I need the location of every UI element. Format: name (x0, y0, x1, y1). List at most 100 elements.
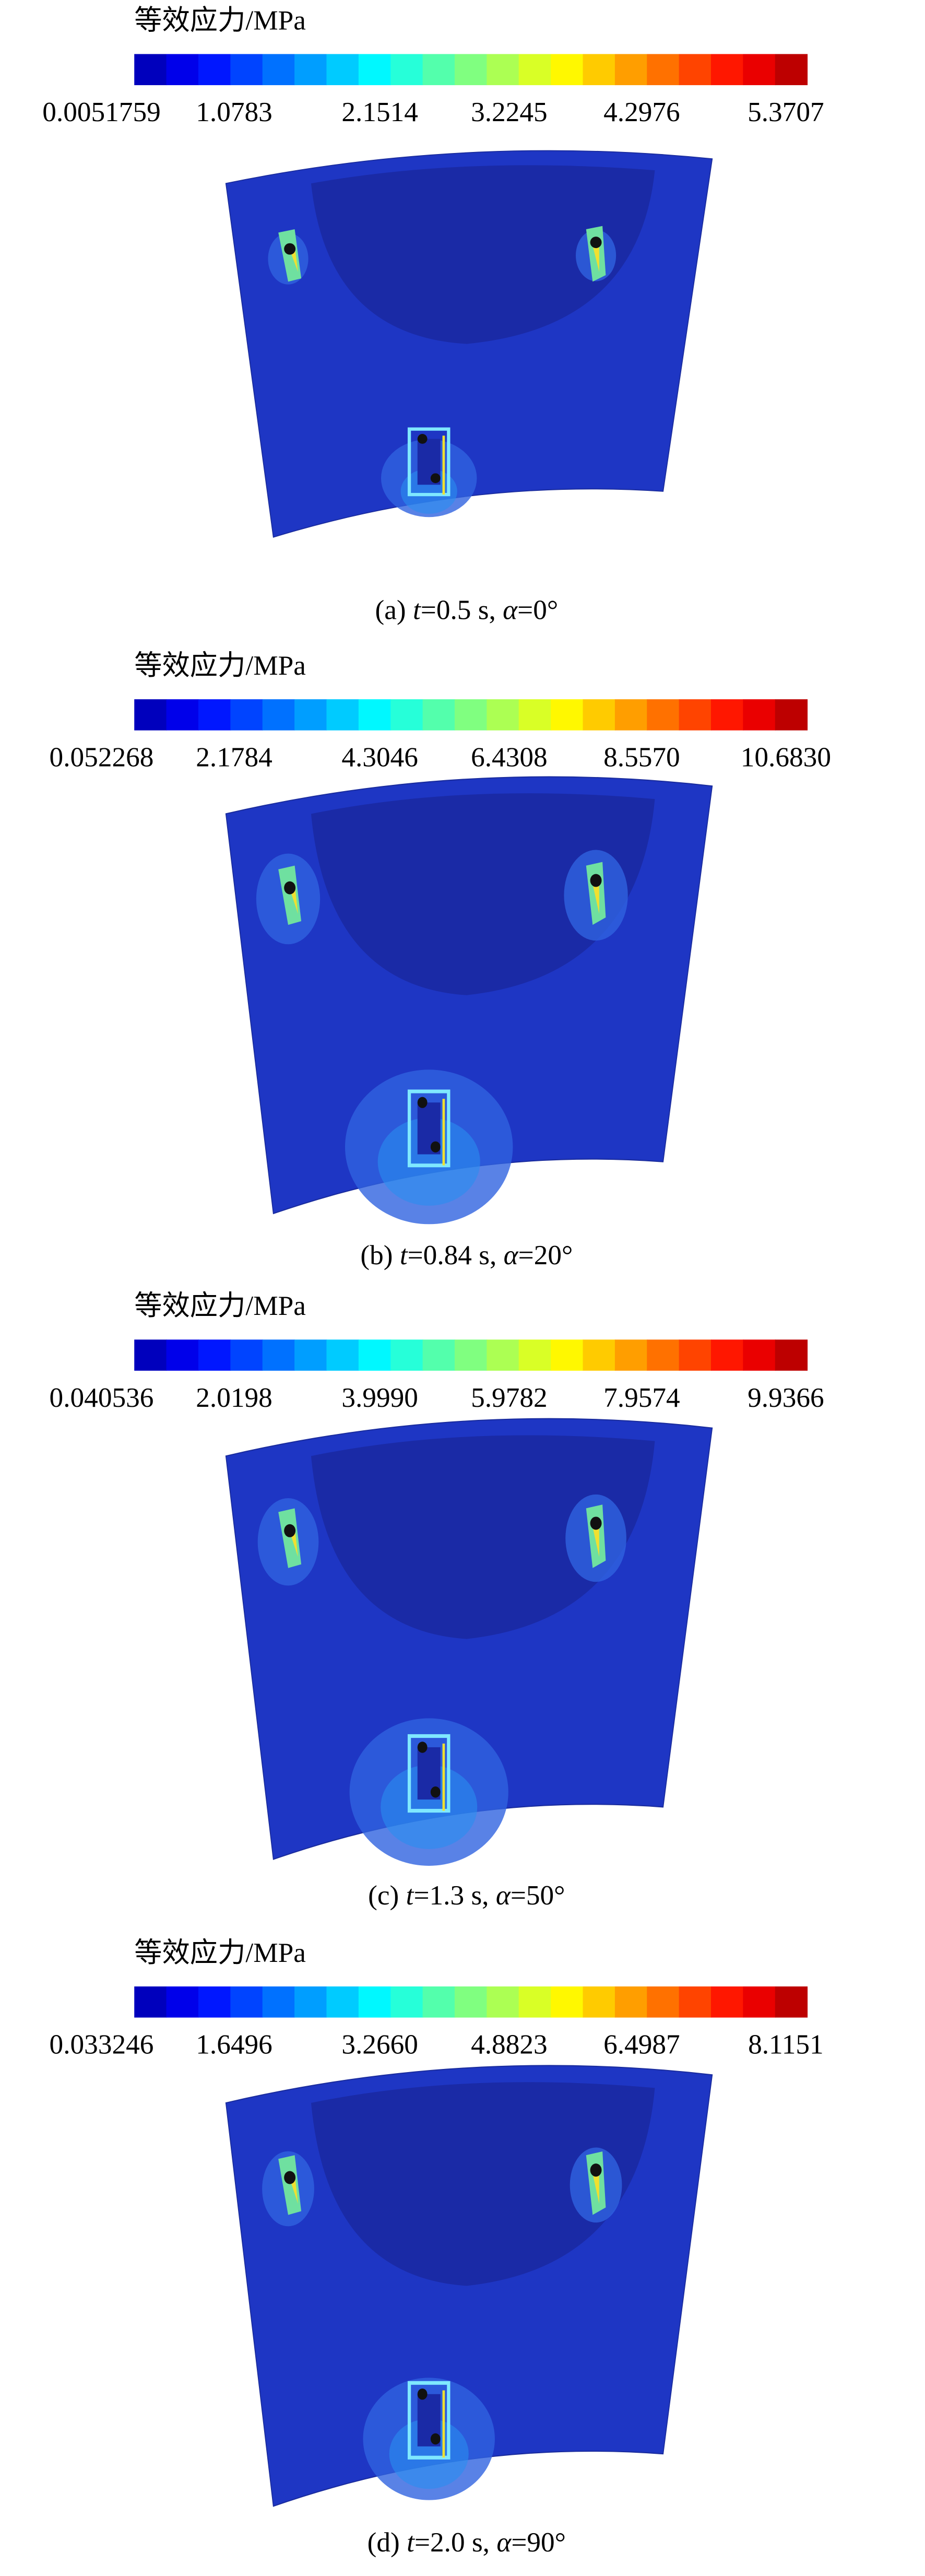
hot-spot (278, 229, 302, 282)
colorbar-tick-label: 7.9574 (603, 1382, 680, 1413)
colorbar-block (166, 54, 199, 86)
hot-spot (592, 884, 599, 914)
colorbar-block (551, 1339, 584, 1371)
hole (590, 2163, 602, 2177)
colorbar-block (614, 54, 648, 86)
caption-part: α (504, 1239, 519, 1271)
hole (430, 473, 441, 484)
legend-title: 等效应力/MPa (134, 650, 306, 681)
caption-part: =50° (511, 1879, 565, 1911)
colorbar-tick-label: 0.033246 (50, 2029, 154, 2060)
hole (590, 237, 602, 249)
caption: (a) t=0.5 s, α=0° (375, 594, 558, 625)
colorbar-block (551, 54, 584, 86)
colorbar-block (743, 1986, 776, 2018)
colorbar-tick-label: 4.3046 (341, 742, 418, 773)
stress-halo (381, 1765, 478, 1849)
hole (284, 881, 296, 895)
caption-part: =0.5 s, (421, 594, 503, 625)
caption-part: =2.0 s, (414, 2526, 496, 2558)
colorbar-tick-label: 6.4987 (603, 2029, 680, 2060)
hot-spot (288, 1527, 298, 1557)
contour-plot (225, 150, 713, 538)
legend-title: 等效应力/MPa (134, 1937, 306, 1968)
colorbar-block (230, 54, 263, 86)
colorbar-block (614, 1339, 648, 1371)
hot-spot (407, 427, 450, 497)
hot-spot (407, 2381, 450, 2460)
colorbar-block (198, 1339, 231, 1371)
colorbar-block (614, 699, 648, 731)
colorbar-block (487, 699, 519, 731)
colorbar-block (134, 54, 167, 86)
colorbar-block (230, 699, 263, 731)
colorbar-tick-label: 2.1514 (341, 96, 418, 127)
colorbar-block (134, 1339, 167, 1371)
hot-spot (407, 1734, 450, 1813)
colorbar-block (454, 54, 488, 86)
hot-spot (278, 1508, 302, 1568)
caption-part: (a) (375, 594, 412, 625)
colorbar-block (198, 1986, 231, 2018)
hole (417, 434, 428, 444)
hole (284, 1524, 296, 1537)
colorbar-block (487, 54, 519, 86)
legend-title: 等效应力/MPa (134, 4, 306, 36)
colorbar-block (166, 1986, 199, 2018)
colorbar-block (711, 699, 744, 731)
colorbar-block (294, 1339, 327, 1371)
contour-plot (225, 2065, 713, 2507)
colorbar-tick-label: 1.6496 (196, 2029, 272, 2060)
colorbar-block (583, 1339, 615, 1371)
panel: 等效应力/MPa 0.033246 1.6496 3.2660 4.8823 6.4987… (50, 1937, 824, 2558)
colorbar-tick-label: 3.9990 (341, 1382, 418, 1413)
colorbar-block (487, 1339, 519, 1371)
colorbar-block (583, 699, 615, 731)
colorbar-block (679, 1339, 711, 1371)
colorbar-block (614, 1986, 648, 2018)
colorbar-block (518, 699, 552, 731)
colorbar-tick-label: 6.4308 (471, 742, 548, 773)
colorbar-block (390, 699, 423, 731)
caption-part: =20° (518, 1239, 573, 1271)
caption-part: t (407, 2526, 415, 2558)
hot-spot (278, 865, 302, 925)
caption-part: (d) (367, 2526, 407, 2558)
colorbar-block (775, 1986, 808, 2018)
contour-plot (225, 776, 713, 1225)
colorbar-block (679, 54, 711, 86)
colorbar-block (422, 1339, 455, 1371)
panel: 等效应力/MPa 0.0051759 1.0783 2.1514 3.2245 4.297… (42, 4, 824, 625)
panel: 等效应力/MPa 0.052268 2.1784 4.3046 6.4308 8.5570… (50, 650, 831, 1271)
colorbar-tick-label: 5.9782 (471, 1382, 548, 1413)
colorbar-block (743, 699, 776, 731)
colorbar-block (358, 54, 392, 86)
hot-spot (407, 1089, 450, 1168)
caption: (b) t=0.84 s, α=20° (360, 1239, 573, 1271)
caption-part: t (413, 594, 421, 625)
colorbar-block (294, 699, 327, 731)
colorbar-tick-label: 4.2976 (603, 96, 680, 127)
colorbar-block (326, 1339, 359, 1371)
caption: (c) t=1.3 s, α=50° (368, 1879, 565, 1911)
caption-part: α (496, 2526, 512, 2558)
colorbar-tick-label: 1.0783 (196, 96, 272, 127)
hole (417, 1097, 428, 1108)
colorbar-tick-label: 0.0051759 (42, 96, 161, 127)
colorbar-tick-label: 3.2660 (341, 2029, 418, 2060)
colorbar-block (775, 54, 808, 86)
colorbar-block (262, 54, 295, 86)
colorbar-block (326, 699, 359, 731)
colorbar-block (358, 1986, 392, 2018)
stress-halo (377, 1118, 480, 1206)
caption-part: =0° (517, 594, 558, 625)
hole (284, 2171, 296, 2184)
colorbar-tick-label: 0.040536 (50, 1382, 154, 1413)
colorbar-tick-label: 8.1151 (748, 2029, 824, 2060)
colorbar-tick-label: 2.0198 (196, 1382, 272, 1413)
caption-part: =0.84 s, (408, 1239, 504, 1271)
colorbar-block (551, 1986, 584, 2018)
colorbar-block (775, 1339, 808, 1371)
